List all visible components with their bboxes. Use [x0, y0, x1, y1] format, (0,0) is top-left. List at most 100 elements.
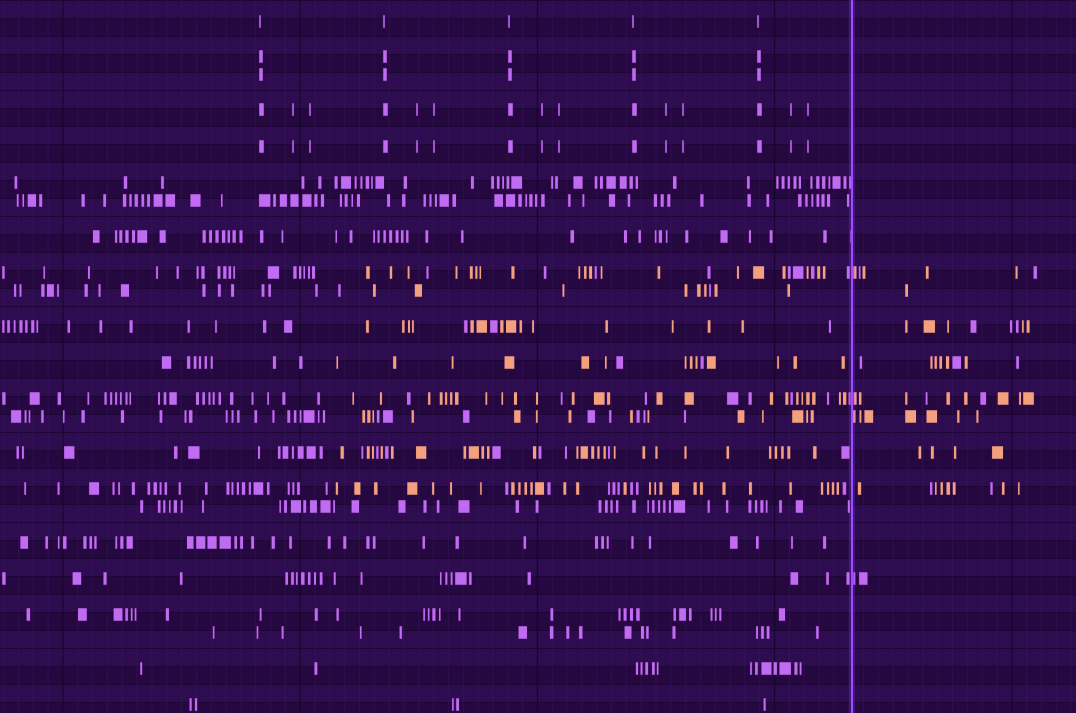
note: [291, 445, 295, 460]
lane: [0, 288, 1076, 306]
note: [282, 445, 289, 460]
note: [934, 355, 938, 370]
note: [36, 319, 39, 334]
note: [938, 355, 943, 370]
note: [382, 139, 389, 154]
note: [858, 409, 862, 424]
note: [196, 265, 200, 280]
note: [351, 499, 360, 514]
note: [377, 229, 381, 244]
note: [455, 535, 460, 550]
note: [623, 229, 628, 244]
note: [788, 481, 793, 496]
note: [291, 139, 295, 154]
note: [925, 409, 938, 424]
note: [434, 193, 438, 208]
note: [904, 409, 917, 424]
note: [117, 481, 121, 496]
note: [317, 175, 322, 190]
note: [335, 229, 338, 244]
note: [535, 409, 539, 424]
note: [129, 391, 132, 406]
note: [468, 571, 473, 586]
note: [26, 607, 31, 622]
note: [57, 391, 62, 406]
note: [631, 139, 638, 154]
note: [128, 193, 133, 208]
note: [714, 283, 719, 298]
note: [789, 102, 793, 117]
note: [640, 661, 643, 676]
note: [290, 571, 295, 586]
note: [504, 355, 515, 370]
note: [627, 193, 631, 208]
note: [303, 409, 316, 424]
note: [605, 175, 617, 190]
note: [382, 102, 389, 117]
note: [848, 391, 852, 406]
note: [458, 607, 461, 622]
note: [631, 67, 637, 82]
note: [21, 193, 25, 208]
note: [293, 409, 297, 424]
note: [707, 499, 711, 514]
note: [793, 175, 797, 190]
note: [523, 535, 527, 550]
note: [372, 283, 377, 298]
note: [258, 14, 262, 29]
note: [706, 355, 717, 370]
note: [801, 391, 804, 406]
note: [438, 607, 442, 622]
note: [832, 175, 842, 190]
note: [124, 229, 130, 244]
note: [925, 265, 930, 280]
note: [681, 139, 685, 154]
note: [604, 319, 609, 334]
note: [763, 697, 767, 712]
note: [784, 391, 789, 406]
note: [805, 409, 809, 424]
note: [217, 265, 221, 280]
note: [630, 535, 635, 550]
playhead: [851, 0, 853, 713]
note: [220, 193, 224, 208]
note: [28, 409, 31, 424]
note: [810, 193, 814, 208]
note: [319, 445, 324, 460]
note: [681, 102, 685, 117]
note: [642, 409, 646, 424]
note: [689, 355, 694, 370]
note: [612, 481, 616, 496]
note: [594, 535, 599, 550]
note: [774, 445, 778, 460]
note: [575, 445, 579, 460]
note: [624, 625, 632, 640]
note: [699, 481, 704, 496]
note: [631, 499, 637, 514]
note: [258, 139, 265, 154]
note: [286, 409, 291, 424]
lane: [0, 270, 1076, 288]
note: [1021, 319, 1025, 334]
lane: [0, 180, 1076, 198]
note: [189, 193, 202, 208]
note: [840, 445, 851, 460]
note: [351, 391, 355, 406]
note: [400, 229, 404, 244]
note: [828, 175, 831, 190]
note: [284, 571, 289, 586]
note: [510, 481, 516, 496]
note: [759, 499, 764, 514]
note: [351, 193, 354, 208]
note: [629, 409, 634, 424]
note: [604, 499, 609, 514]
note: [184, 409, 187, 424]
note: [853, 391, 858, 406]
note: [631, 49, 637, 64]
note: [444, 391, 448, 406]
note: [799, 661, 802, 676]
note: [587, 409, 596, 424]
note: [384, 445, 390, 460]
note: [423, 193, 427, 208]
note: [904, 319, 909, 334]
